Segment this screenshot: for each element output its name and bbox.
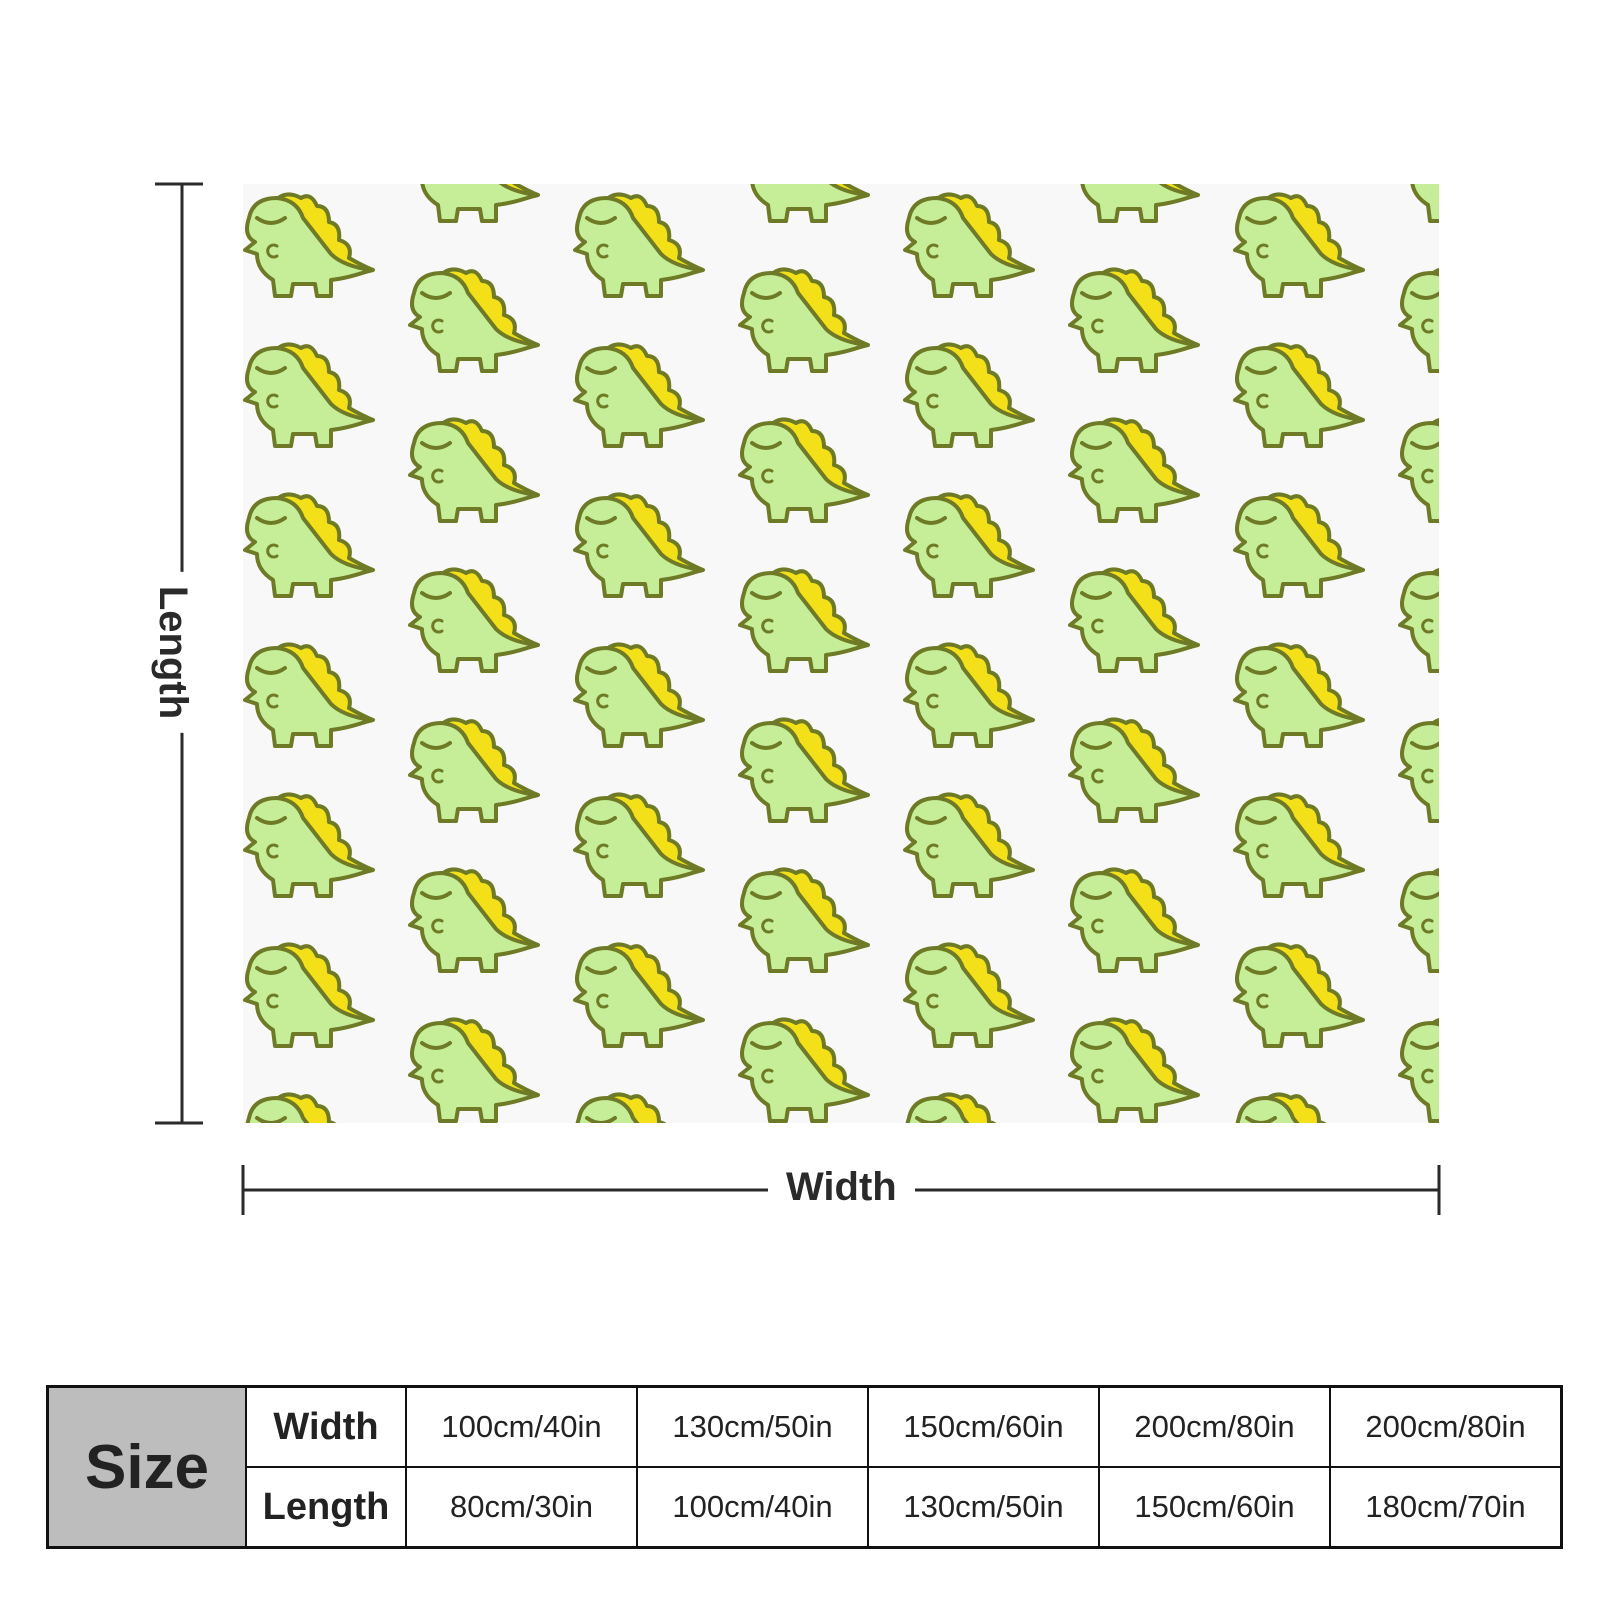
size-value: 130cm/50in: [636, 1385, 869, 1468]
dino-pattern: [243, 184, 1439, 1123]
size-value: 200cm/80in: [1329, 1385, 1563, 1468]
table-row: Size Width 100cm/40in 130cm/50in 150cm/6…: [46, 1385, 1563, 1549]
size-title: Size: [46, 1385, 247, 1549]
product-image: [155, 182, 1441, 1215]
length-label: Length: [150, 571, 196, 734]
size-value: 100cm/40in: [636, 1466, 869, 1549]
width-label: Width: [768, 1165, 915, 1210]
row-header: Length: [245, 1466, 407, 1549]
size-value: 200cm/80in: [1098, 1385, 1331, 1468]
size-value: 80cm/30in: [405, 1466, 638, 1549]
row-header: Width: [245, 1385, 407, 1468]
size-value: 100cm/40in: [405, 1385, 638, 1468]
size-value: 150cm/60in: [1098, 1466, 1331, 1549]
size-table: Size Width 100cm/40in 130cm/50in 150cm/6…: [46, 1385, 1563, 1549]
size-value: 130cm/50in: [867, 1466, 1100, 1549]
size-value: 180cm/70in: [1329, 1466, 1563, 1549]
size-value: 150cm/60in: [867, 1385, 1100, 1468]
table-row: Length 80cm/30in 100cm/40in 130cm/50in 1…: [48, 1466, 1563, 1549]
